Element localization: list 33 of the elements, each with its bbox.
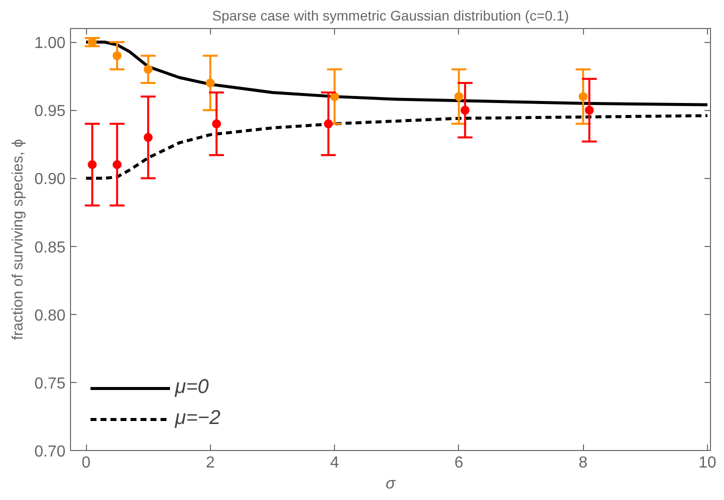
x-axis-title: σ bbox=[386, 476, 397, 492]
point bbox=[584, 106, 594, 115]
y-tick-label: 0.95 bbox=[34, 103, 66, 120]
point bbox=[144, 132, 153, 142]
point bbox=[324, 119, 333, 128]
point bbox=[454, 92, 464, 102]
y-tick-label: 0.75 bbox=[34, 375, 66, 392]
chart-title: Sparse case with symmetric Gaussian distribution (c=0.1) bbox=[212, 8, 569, 24]
line-series bbox=[84, 40, 709, 106]
legend-label: μ=−2 bbox=[175, 407, 220, 430]
y-tick-label: 0.70 bbox=[34, 444, 66, 460]
point bbox=[212, 119, 222, 128]
point bbox=[330, 92, 340, 102]
y-tick-label: 0.90 bbox=[34, 171, 66, 188]
point bbox=[144, 64, 153, 74]
x-tick-label: 10 bbox=[698, 454, 716, 472]
legend-label: μ=0 bbox=[175, 376, 209, 399]
x-tick-label: 6 bbox=[454, 454, 464, 472]
point bbox=[206, 78, 215, 88]
point bbox=[460, 106, 470, 115]
point bbox=[578, 92, 588, 102]
line-series bbox=[84, 114, 709, 180]
y-axis-title: fraction of surviving species, ϕ bbox=[9, 139, 26, 340]
x-tick-label: 8 bbox=[578, 454, 588, 472]
y-tick-label: 1.00 bbox=[34, 35, 66, 52]
point bbox=[88, 160, 97, 170]
point bbox=[112, 160, 122, 170]
x-tick-label: 0 bbox=[82, 454, 91, 472]
y-tick-label: 0.80 bbox=[34, 307, 66, 324]
y-tick-label: 0.85 bbox=[34, 239, 66, 256]
point bbox=[112, 51, 122, 60]
x-tick-label: 2 bbox=[206, 454, 215, 472]
x-tick-label: 4 bbox=[330, 454, 340, 472]
